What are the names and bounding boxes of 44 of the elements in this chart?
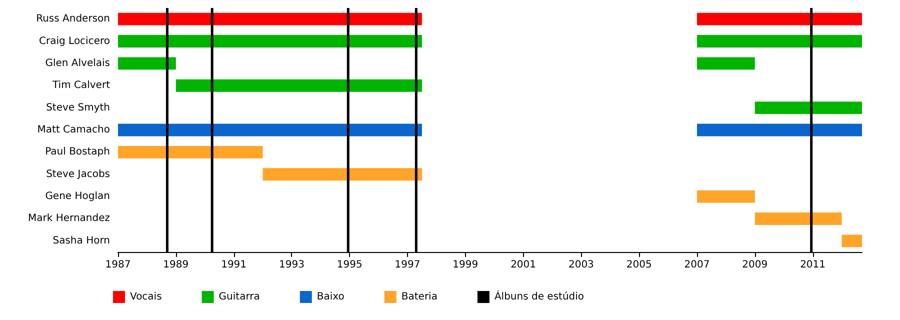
y-tick-label: Sasha Horn	[52, 235, 110, 246]
bar	[118, 12, 422, 26]
y-tick-label: Glen Alvelais	[45, 58, 110, 69]
bar	[262, 168, 422, 181]
legend-label: Bateria	[401, 292, 438, 302]
bar	[696, 57, 755, 70]
y-tick-label: Russ Anderson	[36, 14, 110, 25]
bar	[696, 190, 755, 203]
legend-label: Vocais	[130, 292, 162, 302]
bar	[118, 124, 422, 136]
bar	[118, 35, 422, 48]
bar	[696, 35, 862, 48]
bar	[118, 146, 263, 158]
x-tick-label: 2007	[684, 260, 710, 270]
legend-label: Álbuns de estúdio	[494, 290, 584, 302]
y-tick-label: Matt Camacho	[37, 124, 110, 136]
y-tick-label: Steve Smyth	[46, 102, 110, 114]
x-tick-label: 1993	[278, 260, 304, 270]
legend-label: Baixo	[316, 292, 344, 302]
y-tick-label: Mark Hernandez	[28, 213, 110, 224]
bar	[754, 102, 862, 114]
y-tick-label: Craig Locicero	[39, 36, 110, 47]
y-tick-label: Tim Calvert	[52, 80, 110, 92]
bar	[118, 57, 176, 70]
bar	[754, 212, 842, 225]
x-tick-label: 2003	[568, 260, 594, 270]
bar	[842, 234, 862, 248]
x-tick-label: 2005	[626, 260, 652, 270]
x-tick-label: 1997	[394, 260, 420, 270]
x-tick-label: 1987	[105, 260, 131, 270]
y-tick-label: Gene Hoglan	[45, 191, 110, 202]
y-tick-label: Paul Bostaph	[45, 146, 110, 158]
legend-label: Guitarra	[218, 292, 260, 302]
y-tick-label: Steve Jacobs	[46, 168, 110, 180]
x-tick-label: 1995	[336, 260, 362, 270]
bar	[176, 79, 422, 92]
x-tick-label: 1991	[221, 260, 247, 270]
x-tick-label: 2009	[742, 260, 768, 270]
bar	[696, 124, 862, 136]
x-tick-label: 2001	[510, 260, 536, 270]
x-tick-label: 2011	[800, 260, 826, 270]
bar	[696, 12, 862, 26]
x-tick-label: 1989	[163, 260, 189, 270]
x-tick-label: 1999	[452, 260, 478, 270]
